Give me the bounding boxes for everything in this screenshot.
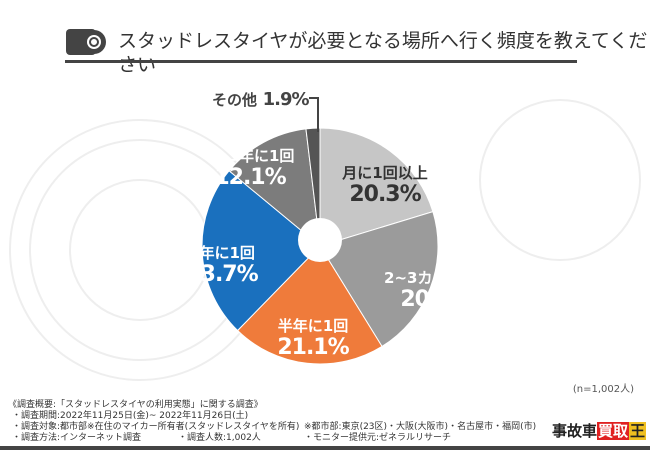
slice-value: 23.7% [186,262,258,288]
title-underline [65,60,577,63]
tire-icon [66,29,106,55]
survey-notes: 《調査概要:「スタッドレスタイヤの利用実態」に関する調査》 ・調査期間:2022… [8,400,536,444]
sample-size-note: (n=1,002人) [572,384,634,395]
pie-slice-2 [236,245,383,365]
bottom-bar [0,446,650,450]
slice-name: 2~3年に1回 [205,147,295,165]
chart-title: スタッドレスタイヤが必要となる場所へ行く頻度を教えてください [118,30,648,76]
notes-count: ・調査人数:1,002人 [178,433,261,443]
pie-slice-4 [228,128,321,248]
slice-name: 半年に1回 [277,317,349,335]
slice-label-2: 半年に1回 21.1% [243,317,383,361]
slice-value: 20.3% [349,182,421,208]
leader-line-other [309,97,319,132]
slice-name: その他 [212,91,258,109]
donut-hole [298,218,342,262]
pie-slice-3 [201,170,321,332]
notes-target: ・調査対象:都市部※在住のマイカー所有者(スタッドレスタイヤを所有) [12,422,300,432]
notes-period: ・調査期間:2022年11月25日(金)~ 2022年11月26日(土) [12,411,249,421]
slice-label-5: その他 1.9% [212,89,352,111]
pie-chart [201,97,439,365]
slice-label-1: 2~3カ月に1回 20.9% [366,269,506,313]
pie-slice-5 [305,127,321,247]
slice-name: 2~3カ月に1回 [384,269,488,287]
slice-value: 12.1% [214,165,286,191]
slice-value: 20.9% [400,287,472,313]
slice-label-4: 2~3年に1回 12.1% [180,147,320,191]
brand-logo: 事故車買取王 [552,422,647,440]
pie-slice-1 [319,211,439,348]
notes-cities: ※都市部:東京(23区)・大阪(大阪市)・名古屋市・福岡(市) [304,422,537,432]
slice-label-3: 1年に1回 23.7% [152,244,292,288]
notes-heading: 《調査概要:「スタッドレスタイヤの利用実態」に関する調査》 [8,400,263,410]
slice-name: 1年に1回 [189,244,255,262]
slice-name: 月に1回以上 [342,164,428,182]
notes-method: ・調査方法:インターネット調査 [12,433,142,443]
slice-value: 1.9% [262,89,310,110]
notes-provider: ・モニター提供元:ゼネラルリサーチ [304,433,452,443]
slice-label-0: 月に1回以上 20.3% [315,164,455,208]
pie-slice-0 [319,127,434,247]
slice-value: 21.1% [277,335,349,361]
